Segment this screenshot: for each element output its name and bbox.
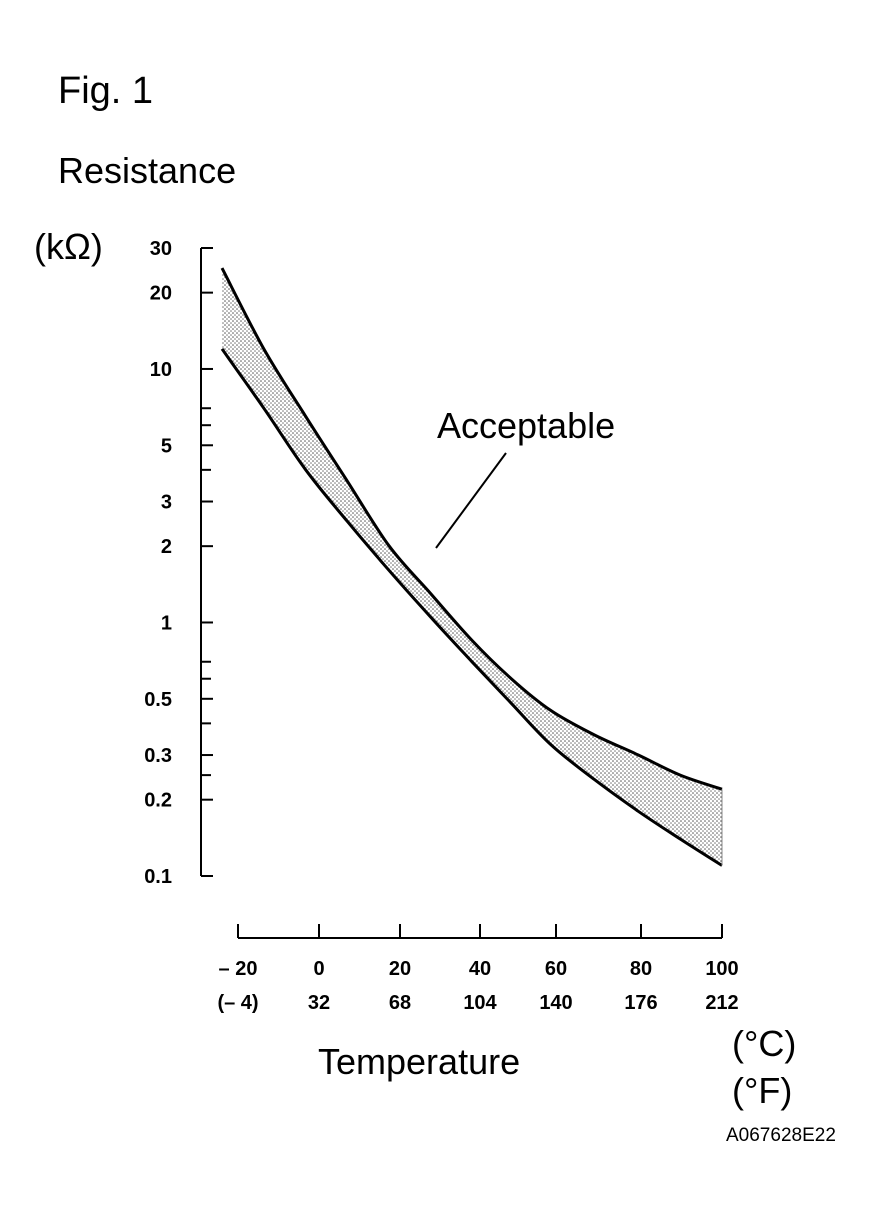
y-axis-unit: (kΩ) — [34, 226, 103, 267]
y-tick-label: 0.2 — [144, 790, 172, 812]
y-tick-label: 0.5 — [144, 689, 172, 711]
x-tick-label-celsius: 20 — [389, 958, 411, 980]
x-tick-label-celsius: 0 — [313, 958, 324, 980]
callout-acceptable-label: Acceptable — [437, 405, 615, 446]
lower-limit-curve — [220, 348, 723, 867]
figure-label: Fig. 1 — [58, 70, 153, 112]
y-axis-title: Resistance — [58, 150, 236, 191]
y-axis: 30 20 10 5 3 2 1 0.5 0.3 0.2 0.1 — [144, 238, 213, 888]
y-tick-label: 1 — [161, 612, 172, 634]
acceptable-band-fill — [222, 268, 722, 866]
x-tick-label-fahrenheit: (– 4) — [217, 992, 258, 1014]
x-tick-label-celsius: 40 — [469, 958, 491, 980]
document-code: A067628E22 — [726, 1125, 836, 1146]
x-axis: – 20 (– 4) 0 32 20 68 40 104 60 140 80 176 100 212 — [217, 924, 739, 1014]
x-tick-label-celsius: 60 — [545, 958, 567, 980]
x-tick-label-fahrenheit: 140 — [539, 992, 572, 1014]
x-tick-label-celsius: 80 — [630, 958, 652, 980]
x-tick-label-fahrenheit: 104 — [463, 992, 497, 1014]
x-unit-celsius: (°C) — [732, 1023, 796, 1064]
y-tick-label: 2 — [161, 536, 172, 558]
acceptable-band-group — [220, 267, 723, 867]
x-tick-label-celsius: 100 — [705, 958, 738, 980]
y-tick-label: 5 — [161, 435, 172, 457]
y-tick-label: 3 — [161, 492, 172, 514]
upper-limit-curve — [220, 267, 723, 791]
y-tick-label: 20 — [150, 283, 172, 305]
y-tick-label: 0.3 — [144, 745, 172, 767]
x-tick-label-fahrenheit: 176 — [624, 992, 657, 1014]
x-tick-label-celsius: – 20 — [219, 958, 258, 980]
x-axis-title: Temperature — [318, 1041, 520, 1082]
x-tick-label-fahrenheit: 212 — [705, 992, 738, 1014]
x-tick-label-fahrenheit: 68 — [389, 992, 411, 1014]
y-tick-label: 30 — [150, 238, 172, 260]
callout-leader-line — [435, 452, 507, 549]
y-tick-label: 10 — [150, 359, 172, 381]
y-tick-label: 0.1 — [144, 866, 172, 888]
x-tick-label-fahrenheit: 32 — [308, 992, 330, 1014]
x-unit-fahrenheit: (°F) — [732, 1070, 792, 1111]
